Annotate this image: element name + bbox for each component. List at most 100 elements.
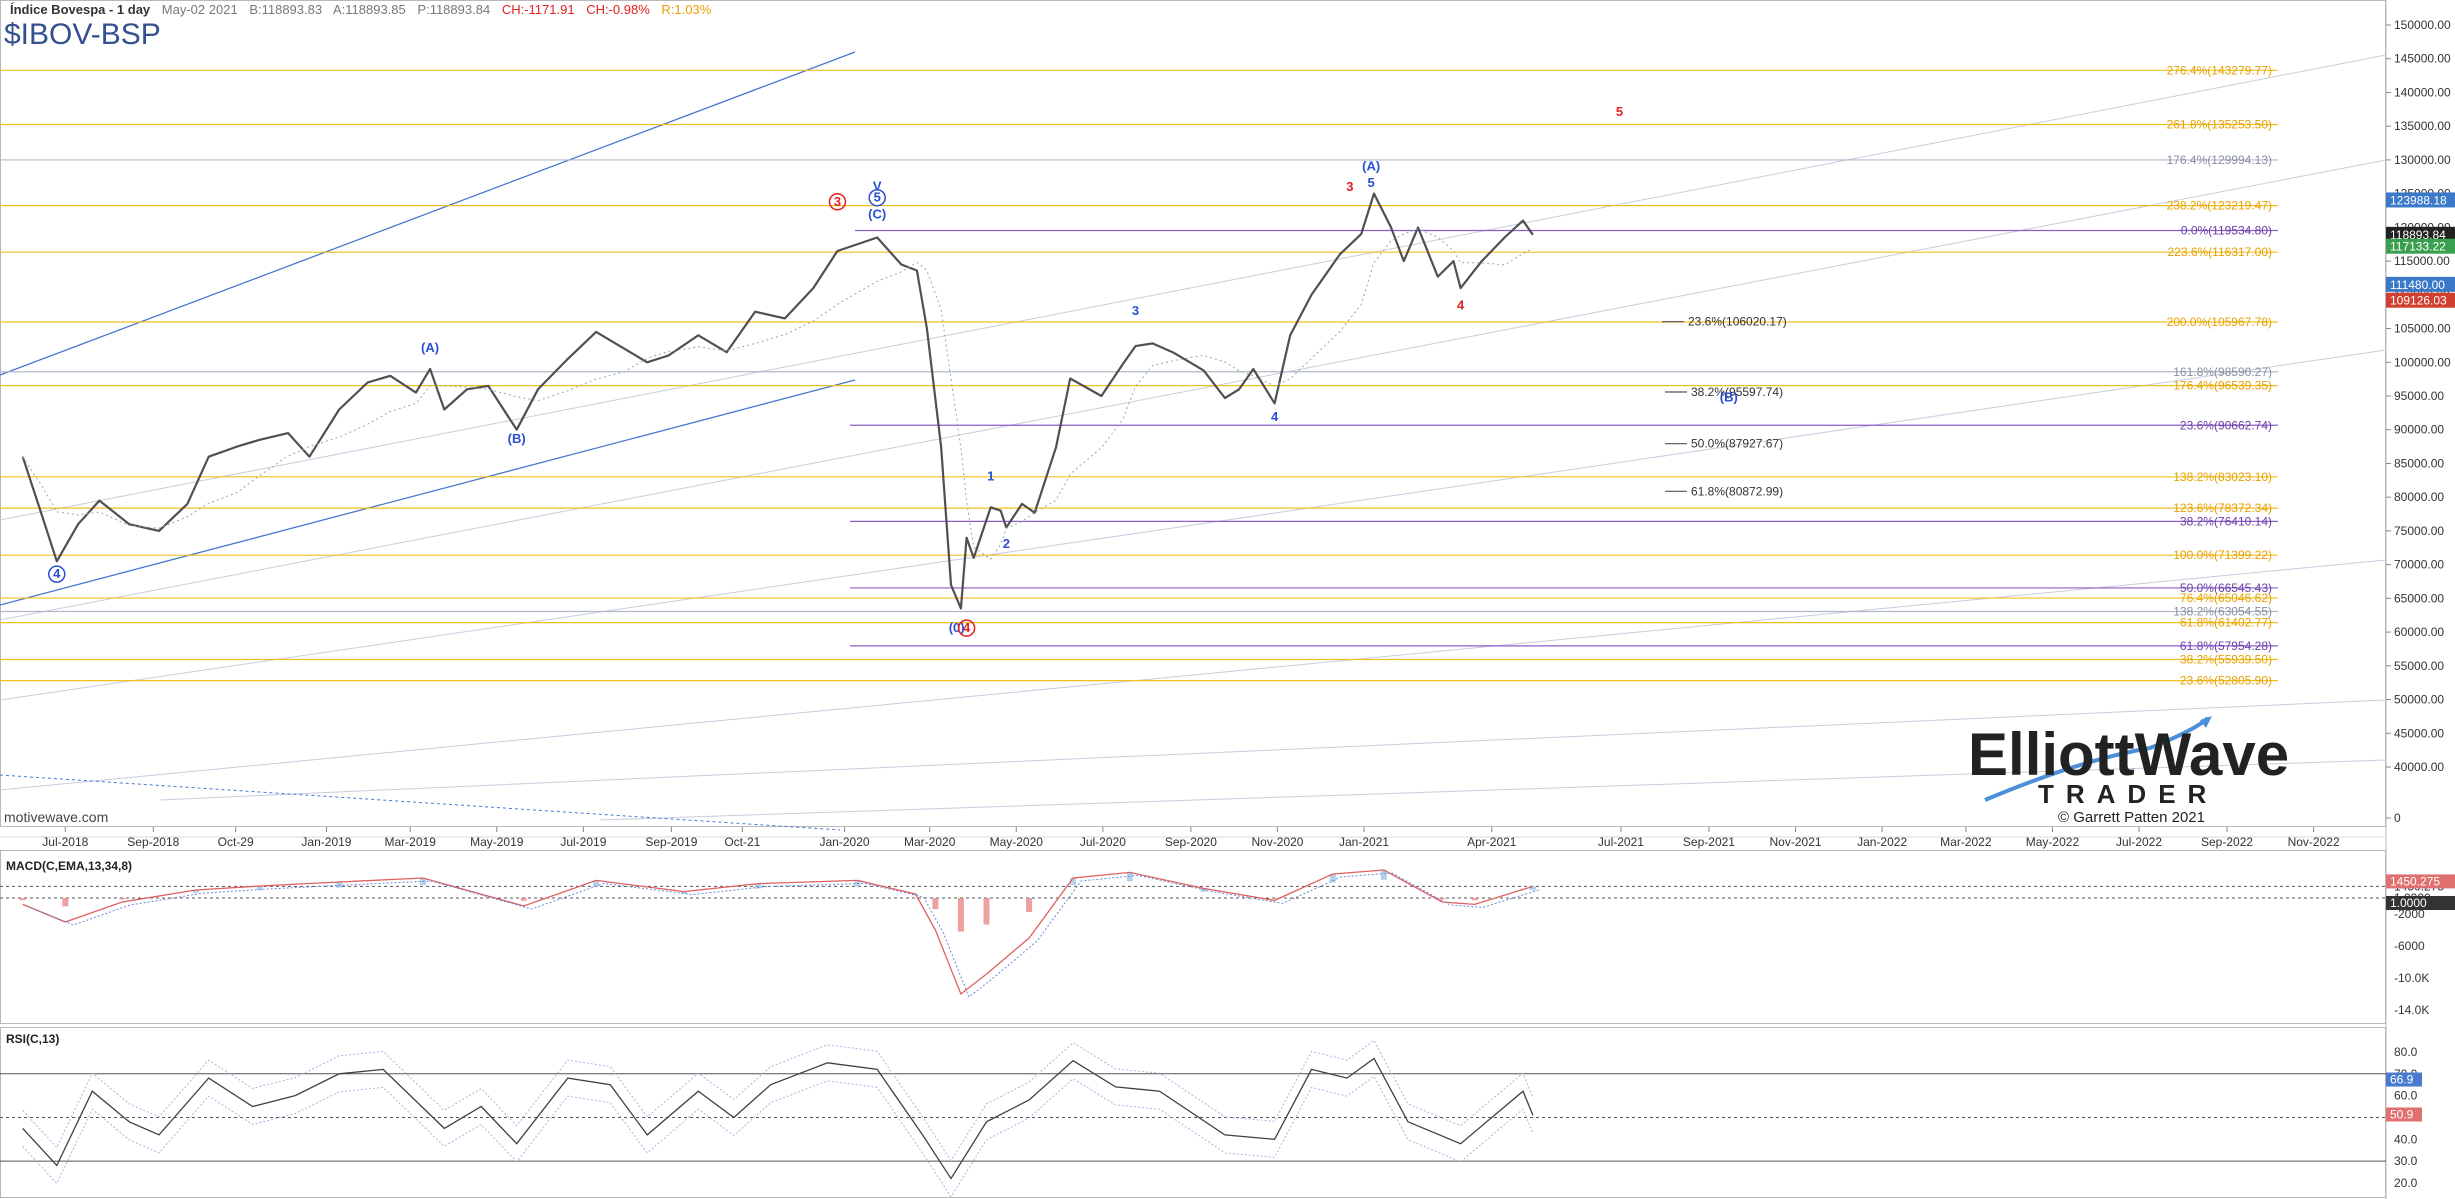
macd-histogram-bar: [932, 898, 939, 910]
wave-label: 1: [987, 468, 994, 483]
macd-histogram-bar: [192, 890, 199, 893]
price-badge-label: 117133.22: [2390, 240, 2446, 254]
trend-line: [0, 379, 856, 606]
rsi-upper-band: [22, 1039, 1534, 1162]
symbol-label: $IBOV-BSP: [4, 18, 161, 51]
y-tick-label: 90000.00: [2394, 423, 2444, 437]
macd-histogram-bar: [754, 883, 761, 889]
fib-level-label: 176.4%(129994.13): [2167, 153, 2272, 167]
change-value: CH:-1171.91: [501, 2, 575, 17]
wave-label: 4: [963, 620, 971, 635]
projection-label: 61.8%(80872.99): [1691, 484, 1783, 498]
price-badge-label: 111480.00: [2390, 278, 2445, 292]
channel-line: [0, 159, 2387, 621]
x-tick-label: Mar-2022: [1940, 835, 1992, 849]
x-tick-label: Nov-2022: [2288, 835, 2340, 849]
macd-histogram-bar: [1471, 898, 1478, 901]
fib-level-label: 200.0%(105967.78): [2167, 315, 2272, 329]
macd-histogram-bar: [1439, 898, 1446, 900]
logo-subtext: TRADER: [2038, 779, 2218, 809]
wave-label-circle: [957, 619, 976, 637]
x-tick-label: Sep-2021: [1683, 835, 1735, 849]
macd-histogram-bar: [62, 898, 69, 907]
x-axis: Jul-2018 Sep-2018 Oct-29 Jan-2019 Mar-2019 Ma…: [42, 827, 2340, 849]
x-tick-label: Jan-2021: [1339, 835, 1389, 849]
x-tick-label: Sep-2022: [2201, 835, 2253, 849]
x-tick-label: Jul-2018: [42, 835, 88, 849]
channel-line: [0, 349, 2387, 701]
macd-histogram-bar: [1380, 870, 1387, 880]
macd-histogram-bar: [983, 898, 990, 925]
fib-level-label: 123.6%(78372.34): [2173, 501, 2272, 515]
channel-line: [159, 699, 2387, 801]
y-tick-label: 0: [2394, 811, 2401, 825]
wave-label: V: [873, 178, 882, 193]
macd-histogram-bar: [119, 898, 126, 900]
macd-badge-label: 1.0000: [2390, 896, 2427, 910]
y-tick-label: 50000.00: [2394, 693, 2444, 707]
price-line: [21, 192, 1534, 610]
wave-label: (A): [421, 340, 439, 355]
rsi-tick-label: 40.0: [2394, 1132, 2418, 1146]
decorative-lines: [0, 51, 2387, 831]
fib-level-label: 23.6%(90662.74): [2180, 418, 2272, 432]
y-tick-label: 60000.00: [2394, 625, 2444, 639]
fib-level-label: 38.2%(55939.50): [2180, 652, 2272, 666]
rsi-lower-band: [22, 1075, 1534, 1198]
y-tick-label: 75000.00: [2394, 524, 2444, 538]
price-badge-label: 118893.84: [2390, 228, 2446, 242]
macd-signal-series: [30, 872, 1542, 998]
fib-level-label: 61.8%(57954.28): [2180, 639, 2272, 653]
fib-level-label: 138.2%(83023.10): [2173, 470, 2272, 484]
y-tick-label: 135000.00: [2394, 119, 2451, 133]
price-badge-label: 109126.03: [2390, 294, 2447, 308]
x-tick-label: Jul-2021: [1598, 835, 1644, 849]
macd-histogram-bar: [19, 898, 26, 901]
rsi-tick-label: 20.0: [2394, 1176, 2418, 1190]
fib-level-label: 61.8%(61402.77): [2180, 616, 2272, 630]
macd-series: [0, 869, 2386, 998]
change-pct-value: CH:-0.98%: [586, 2, 650, 17]
x-tick-label: Mar-2019: [385, 835, 437, 849]
x-tick-label: Jan-2019: [301, 835, 351, 849]
fib-level-label: 38.2%(76410.14): [2180, 514, 2272, 528]
price-badge: [2386, 238, 2455, 254]
wave-label: 4: [1271, 409, 1279, 424]
macd-histogram-bar: [256, 886, 263, 891]
macd-tick-label: -10.0K: [2394, 971, 2429, 985]
chart-header: Índice Bovespa - 1 day May-02 2021 B:118…: [10, 2, 719, 17]
x-tick-label: Sep-2020: [1165, 835, 1217, 849]
wave-label-circle: [48, 565, 66, 583]
rsi-badge: [2386, 1072, 2422, 1087]
macd-badge-label: 1450.275: [2390, 874, 2440, 888]
price-badge: [2386, 192, 2455, 208]
header-date: May-02 2021: [161, 2, 238, 17]
rsi-line: [22, 1057, 1534, 1180]
trend-line: [0, 51, 856, 376]
price-value: P:118893.84: [417, 2, 491, 17]
x-tick-label: Nov-2021: [1770, 835, 1822, 849]
macd-histogram-bar: [1329, 874, 1336, 883]
rsi-badge: [2386, 1107, 2422, 1122]
macd-histogram-bar: [520, 898, 527, 901]
macd-histogram-bar: [1271, 898, 1278, 899]
projection-levels: 23.6%(106020.17) 38.2%(95597.74) 50.0%(879…: [1662, 315, 1787, 498]
fib-level-label: 223.6%(116317.00): [2167, 245, 2272, 259]
y-tick-label: 145000.00: [2394, 52, 2451, 66]
y-tick-label: 65000.00: [2394, 591, 2444, 605]
y-tick-label: 80000.00: [2394, 490, 2444, 504]
wave-label-circle: [828, 193, 847, 211]
macd-histogram-bar: [681, 891, 688, 894]
macd-histogram-bar: [336, 882, 343, 888]
macd-tick-label: -6000: [2394, 939, 2425, 953]
wave-label: 4: [53, 566, 61, 581]
x-tick-label: Jul-2022: [2116, 835, 2162, 849]
rsi-badge-label: 50.9: [2390, 1107, 2414, 1121]
y-tick-label: 105000.00: [2394, 322, 2451, 336]
macd-line: [22, 869, 1534, 996]
price-badge-label: 123988.18: [2390, 193, 2447, 207]
macd-title: MACD(C,EMA,13,34,8): [6, 859, 132, 873]
price-badge: [2386, 226, 2455, 242]
projection-label: 23.6%(106020.17): [1688, 315, 1787, 329]
